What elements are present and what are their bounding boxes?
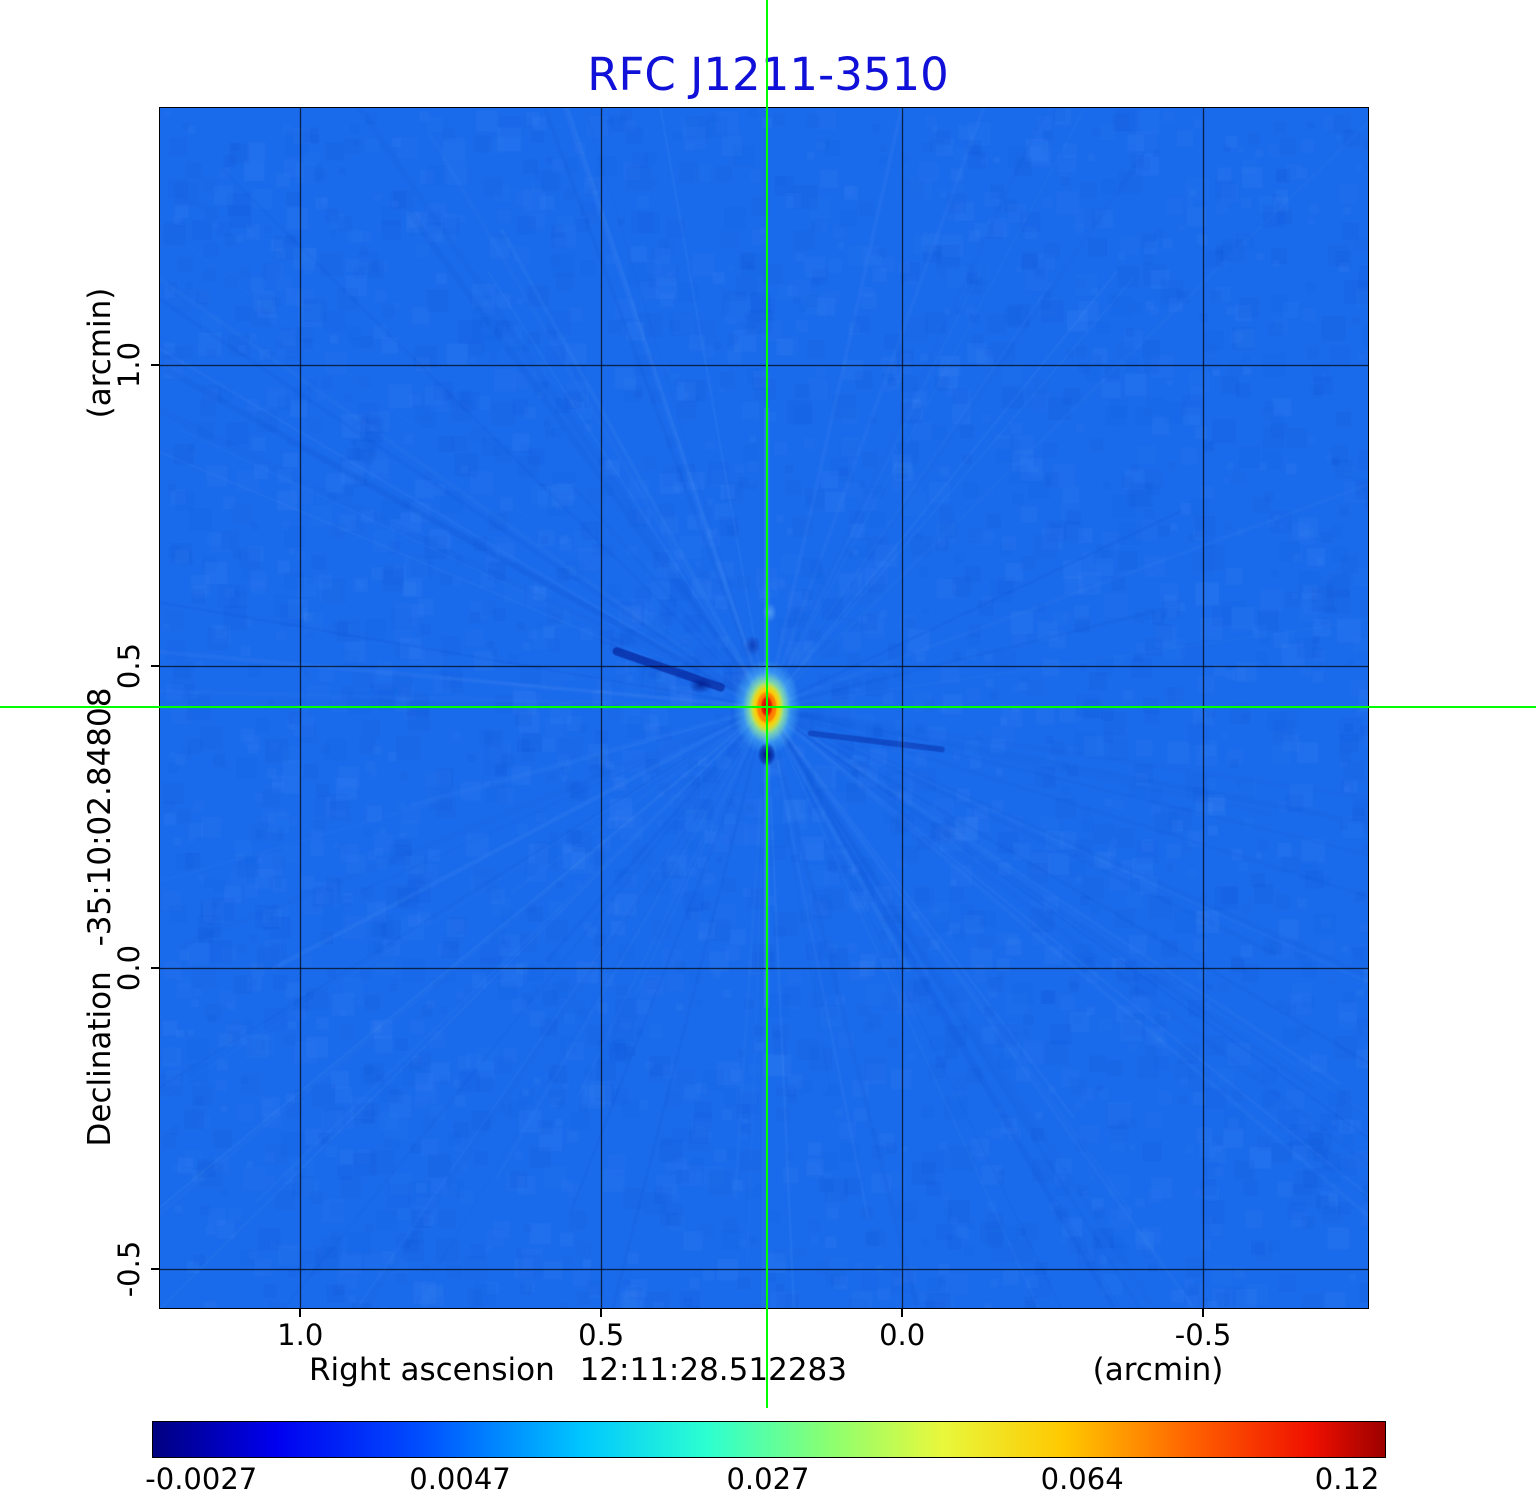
y-tick-label: 0.0 xyxy=(112,944,146,991)
y-tick-label: 1.0 xyxy=(112,341,146,388)
y-tick-label: 0.5 xyxy=(112,643,146,690)
x-axis-unit-label: (arcmin) xyxy=(1092,1352,1224,1388)
crosshair-horizontal-line xyxy=(0,706,1536,709)
y-tick-mark xyxy=(151,966,159,969)
x-tick-label: -0.5 xyxy=(1174,1318,1232,1352)
colorbar-label: 0.0047 xyxy=(409,1462,511,1496)
colorbar-label: 0.027 xyxy=(726,1462,810,1496)
y-tick-label: -0.5 xyxy=(112,1241,146,1298)
colorbar-label: -0.0027 xyxy=(145,1462,258,1496)
x-tick-mark xyxy=(299,1309,302,1317)
x-tick-label: 0.5 xyxy=(578,1318,625,1352)
plot-title: RFC J1211-3510 xyxy=(587,48,949,101)
crosshair-vertical-line xyxy=(765,0,768,1408)
y-tick-mark xyxy=(151,665,159,668)
x-tick-mark xyxy=(1202,1309,1205,1317)
x-tick-mark xyxy=(600,1309,603,1317)
x-tick-label: 0.0 xyxy=(879,1318,926,1352)
x-axis-label-value: 12:11:28.512283 xyxy=(579,1352,847,1388)
y-tick-mark xyxy=(151,1268,159,1271)
x-axis-label: Right ascension 12:11:28.512283 xyxy=(309,1352,847,1388)
y-axis-label-text: Declination xyxy=(82,971,118,1147)
x-axis-label-text: Right ascension xyxy=(309,1352,555,1388)
y-tick-mark xyxy=(151,363,159,366)
colorbar-label: 0.12 xyxy=(1314,1462,1380,1496)
x-tick-label: 1.0 xyxy=(277,1318,324,1352)
x-tick-mark xyxy=(901,1309,904,1317)
y-axis-label-value: -35:10:02.84808 xyxy=(82,687,118,947)
colorbar-gradient xyxy=(152,1421,1386,1458)
y-axis-label: Declination -35:10:02.84808 xyxy=(82,688,118,1147)
colorbar-label: 0.064 xyxy=(1040,1462,1124,1496)
